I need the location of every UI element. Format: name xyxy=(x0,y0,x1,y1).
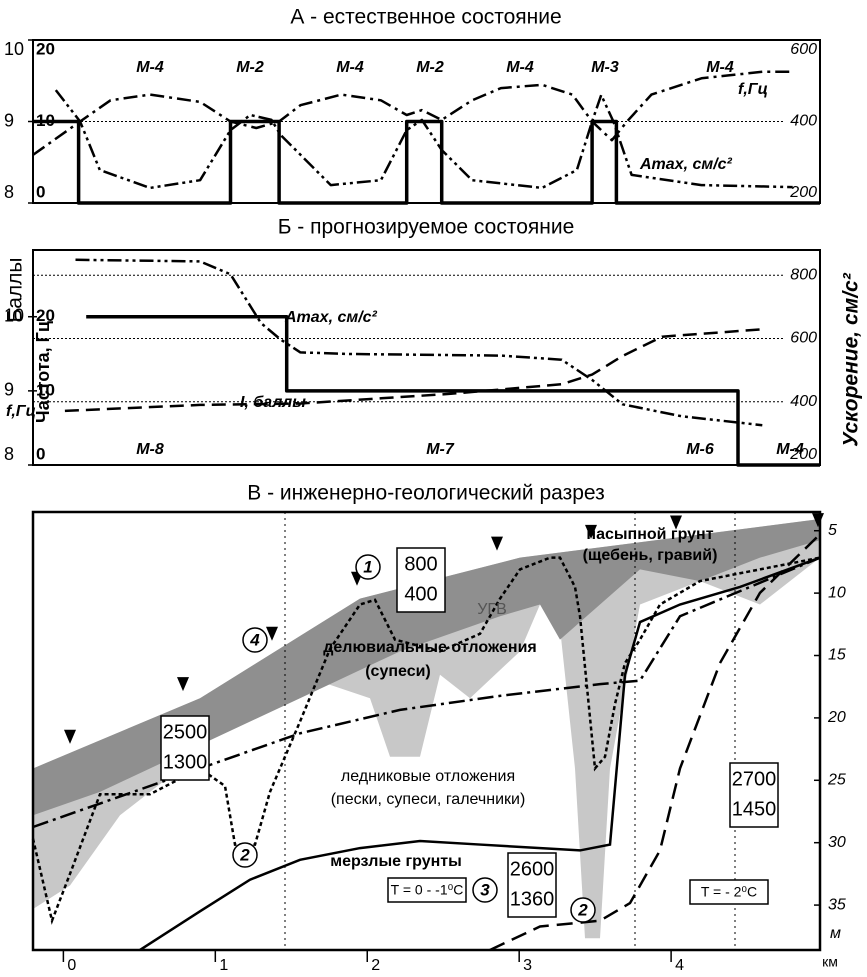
zone-label: М-4 xyxy=(336,59,364,76)
plot-frame xyxy=(33,250,820,465)
f-tick-label: 0 xyxy=(36,444,45,463)
series-line xyxy=(76,260,763,425)
f-axis-title: Частота, Гц xyxy=(33,321,53,423)
y2-tick-label: 800 xyxy=(790,267,817,284)
deluvial-label: делювиальные отложения xyxy=(323,639,537,656)
y-tick-label: 9 xyxy=(4,380,14,400)
velocity-value: 1450 xyxy=(732,798,777,820)
layer-marker-label: 2 xyxy=(239,845,250,864)
water-table-label: УГВ xyxy=(477,601,507,618)
x-tick-label: 0 xyxy=(67,957,76,974)
glacial-label: ледниковые отложения xyxy=(341,768,515,785)
fill-label: насыпной грунт xyxy=(586,526,713,543)
y-tick-label: 20 xyxy=(827,709,846,726)
y2-tick-label: 200 xyxy=(789,184,817,201)
y-axis-title: Баллы xyxy=(4,257,27,322)
zone-label: М-4 xyxy=(706,59,734,76)
series-line xyxy=(33,72,793,155)
velocity-value: 2500 xyxy=(163,721,208,743)
fill-label: (щебень, гравий) xyxy=(583,547,718,564)
zone-label: М-4 xyxy=(136,59,164,76)
zone-label: М-3 xyxy=(591,59,619,76)
y-tick-label: 35 xyxy=(828,896,846,913)
f-tick-label: 20 xyxy=(36,39,55,58)
series-line xyxy=(65,329,762,411)
panel-title: Б - прогнозируемое состояние xyxy=(278,216,575,239)
y2-tick-label: 400 xyxy=(790,393,817,410)
glacial-label: (пески, супеси, галечники) xyxy=(331,791,526,808)
x-tick-label: 3 xyxy=(523,957,532,974)
zone-label: М-8 xyxy=(136,441,164,458)
y-tick-label: 10 xyxy=(828,584,846,601)
x-tick-label: 4 xyxy=(675,957,684,974)
zone-label: М-2 xyxy=(416,59,444,76)
x-tick-label: 2 xyxy=(371,957,380,974)
layer-marker-label: 4 xyxy=(249,630,260,649)
velocity-value: 2700 xyxy=(732,768,777,790)
y-tick-label: 10 xyxy=(4,39,24,59)
series-label: Amax, см/с² xyxy=(639,156,733,173)
series-label: f,Гц xyxy=(6,403,36,420)
f-tick-label: 0 xyxy=(36,182,45,201)
velocity-value: 2600 xyxy=(510,858,555,880)
x-tick-label: 1 xyxy=(219,957,228,974)
layer-marker-label: 2 xyxy=(577,900,588,919)
zone-label: М-6 xyxy=(686,441,714,458)
velocity-value: 1300 xyxy=(163,751,208,773)
temp-label: T = 0 - -1⁰C xyxy=(391,882,464,898)
figure: А - естественное состояние89100102020040… xyxy=(0,0,867,977)
y2-tick-label: 400 xyxy=(790,113,817,130)
layer-marker-label: 1 xyxy=(363,557,372,576)
y-unit: м xyxy=(830,925,841,942)
y-tick-label: 15 xyxy=(828,647,846,664)
velocity-value: 800 xyxy=(404,553,437,575)
y-tick-label: 25 xyxy=(827,772,846,789)
y2-axis-title: Ускорение, см/с² xyxy=(840,272,863,446)
y2-tick-label: 600 xyxy=(790,330,817,347)
series-label: Amax, см/с² xyxy=(284,309,378,326)
y-tick-label: 9 xyxy=(4,110,14,130)
x-unit: км xyxy=(822,954,838,970)
series-label: f,Гц xyxy=(738,81,768,98)
zone-label: М-7 xyxy=(426,441,455,458)
y-tick-label: 8 xyxy=(4,182,14,202)
y2-tick-label: 600 xyxy=(790,41,817,58)
panel-title: В - инженерно-геологический разрез xyxy=(247,482,604,505)
velocity-value: 1360 xyxy=(510,888,555,910)
zone-label: М-4 xyxy=(506,59,534,76)
temp-label: T = - 2⁰C xyxy=(701,884,757,900)
frozen-label: мерзлые грунты xyxy=(330,853,462,870)
deluvial-label: (супеси) xyxy=(365,663,431,680)
zone-label: М-2 xyxy=(236,59,264,76)
zone-label: М-4 xyxy=(776,441,804,458)
layer-marker-label: 3 xyxy=(480,880,490,899)
velocity-value: 400 xyxy=(404,583,437,605)
y-tick-label: 30 xyxy=(828,834,846,851)
panel-title: А - естественное состояние xyxy=(290,6,561,29)
y-tick-label: 5 xyxy=(828,522,837,539)
y-tick-label: 8 xyxy=(4,444,14,464)
